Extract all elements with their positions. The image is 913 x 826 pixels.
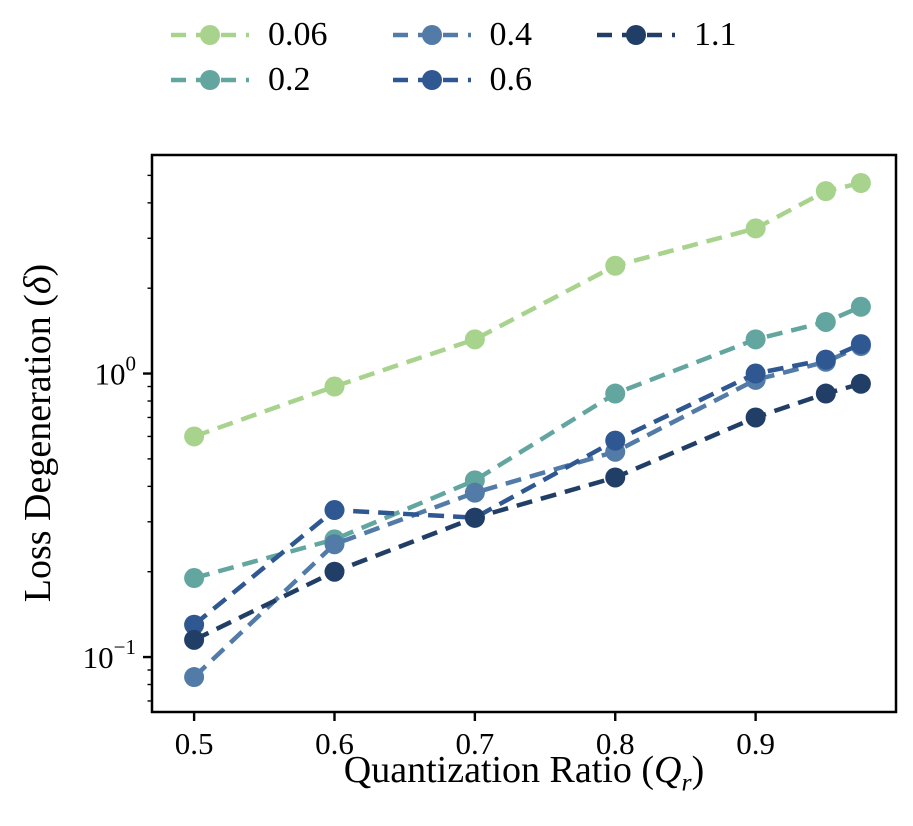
legend-dot — [421, 24, 442, 45]
data-point-1.1 — [184, 629, 205, 650]
legend-label: 0.06 — [268, 16, 328, 53]
legend-item-0.2: 0.2 — [170, 61, 328, 98]
x-axis-label-suffix: ) — [691, 749, 705, 791]
legend-marker-0.6 — [392, 70, 471, 91]
y-axis-label: Loss Degeneration (δ) — [12, 123, 64, 743]
legend-dot — [200, 70, 220, 91]
x-tick-label: 0.5 — [175, 726, 214, 761]
series-line-0.4 — [192, 344, 862, 679]
data-point-0.6 — [324, 500, 345, 521]
data-point-0.06 — [850, 172, 871, 193]
data-point-0.2 — [850, 296, 871, 317]
y-axis-label-text: Loss Degeneration ( — [17, 294, 59, 603]
data-point-0.06 — [815, 181, 836, 202]
data-point-0.2 — [184, 568, 205, 589]
legend-label: 0.2 — [268, 61, 311, 99]
x-tick-label: 0.9 — [736, 726, 775, 761]
x-axis-label-sub: r — [681, 767, 692, 797]
legend-dot — [421, 70, 442, 91]
legend-item-0.06: 0.06 — [170, 16, 328, 53]
data-point-0.6 — [745, 363, 766, 384]
y-axis-label-suffix: ) — [17, 263, 59, 277]
data-point-1.1 — [815, 383, 836, 404]
legend-marker-0.2 — [171, 70, 249, 91]
data-point-0.06 — [605, 255, 626, 276]
legend-label: 0.4 — [489, 16, 533, 53]
data-point-0.6 — [850, 334, 871, 355]
data-point-1.1 — [605, 467, 626, 488]
x-tick-label: 0.8 — [596, 726, 635, 761]
legend-item-1.1: 1.1 — [596, 16, 737, 53]
x-axis-label-text: Quantization Ratio ( — [343, 749, 655, 791]
data-point-1.1 — [745, 407, 766, 428]
legend-dot — [626, 24, 646, 45]
plot-border — [150, 153, 898, 714]
x-tick-label: 0.6 — [315, 726, 354, 761]
data-point-0.4 — [184, 667, 205, 688]
data-point-0.6 — [605, 430, 626, 451]
data-point-0.2 — [605, 383, 626, 404]
data-point-0.4 — [324, 534, 345, 555]
data-point-0.2 — [815, 311, 836, 332]
legend-marker-0.4 — [392, 24, 471, 45]
data-point-0.6 — [184, 614, 205, 635]
x-axis-label: Quantization Ratio (Qr) — [152, 748, 896, 795]
legend-item-0.6: 0.6 — [392, 61, 533, 99]
data-point-0.2 — [745, 329, 766, 350]
y-tick-label: 100 — [95, 352, 137, 392]
data-point-1.1 — [464, 507, 485, 528]
legend-label: 1.1 — [694, 16, 737, 53]
x-axis-label-var: Q — [654, 749, 682, 791]
legend-marker-1.1 — [597, 24, 675, 45]
data-point-1.1 — [324, 561, 345, 582]
y-axis-label-var: δ — [17, 276, 59, 295]
data-point-0.4 — [464, 482, 485, 503]
data-point-0.06 — [745, 218, 766, 239]
legend-dot — [200, 24, 220, 45]
legend-item-0.4: 0.4 — [392, 16, 533, 53]
x-tick-label: 0.7 — [455, 726, 494, 761]
data-point-0.06 — [324, 376, 345, 397]
legend-label: 0.6 — [489, 61, 533, 99]
data-point-1.1 — [850, 373, 871, 394]
data-point-0.06 — [464, 329, 485, 350]
data-point-0.6 — [815, 349, 836, 370]
y-tick-label: 10−1 — [83, 635, 136, 675]
legend: 0.06 0.2 0.4 0.6 1.1 — [170, 16, 737, 99]
legend-marker-0.06 — [171, 24, 249, 45]
data-point-0.06 — [184, 426, 205, 447]
